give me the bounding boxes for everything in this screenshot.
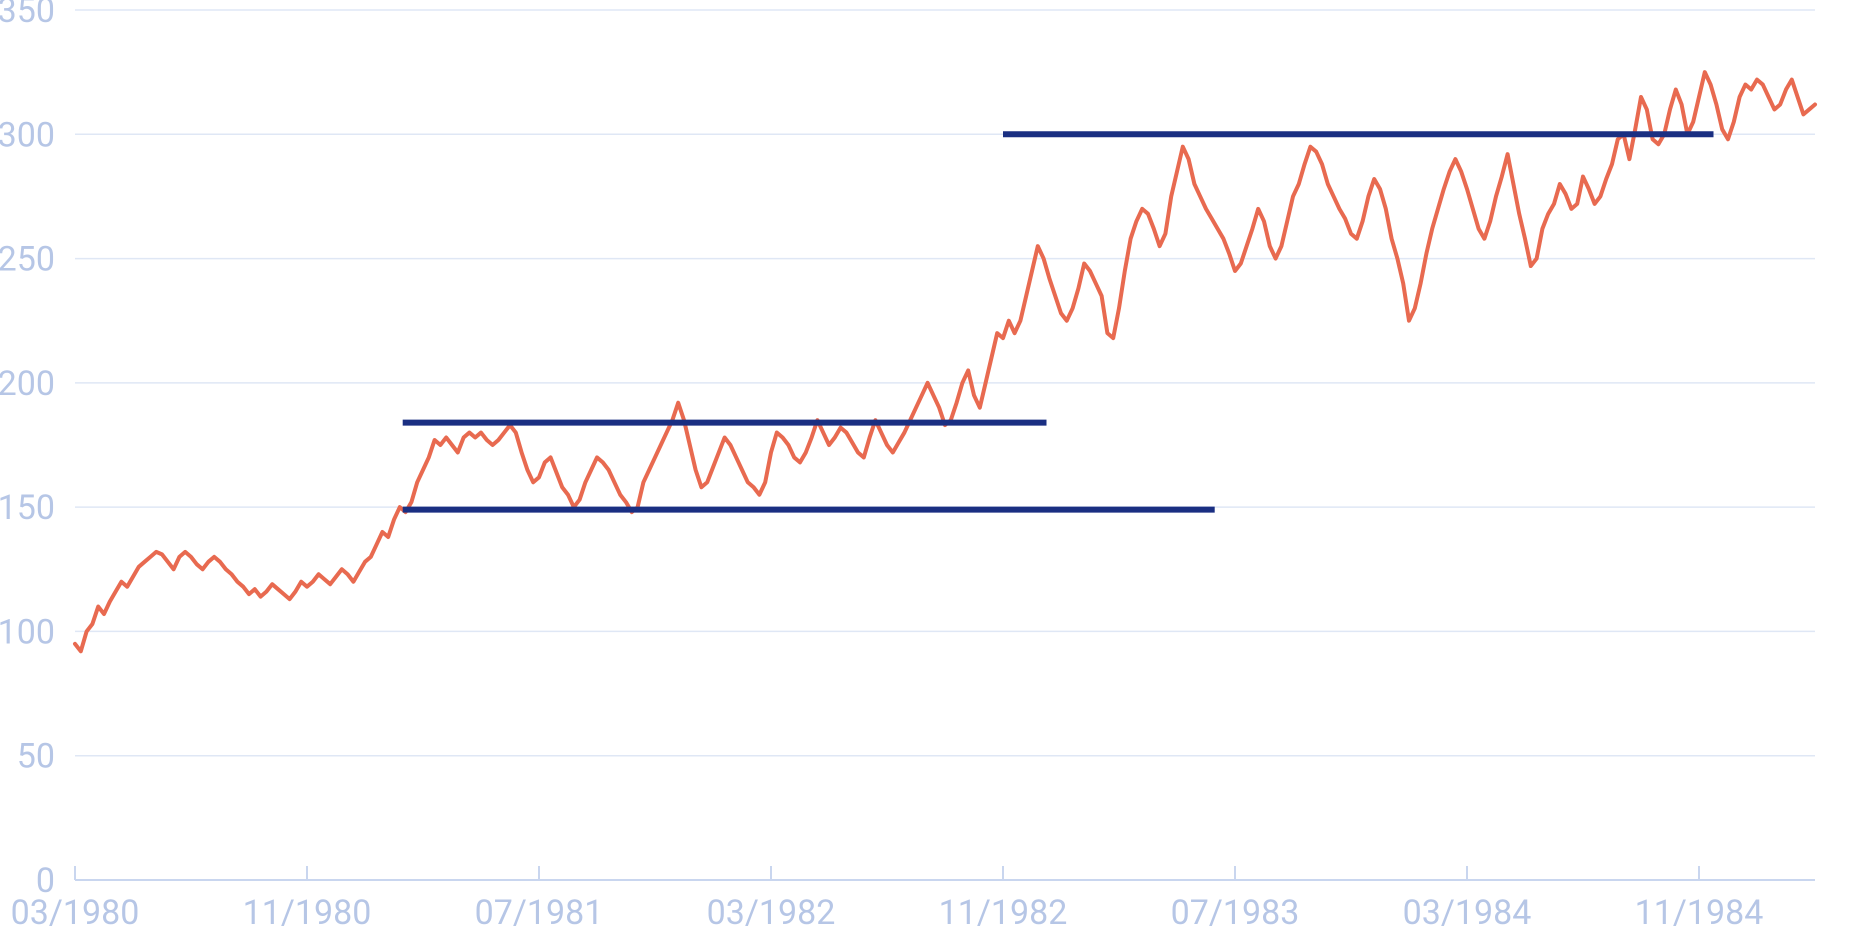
x-tick-label: 11/1984 <box>1635 893 1764 931</box>
y-tick-label: 150 <box>0 488 55 528</box>
x-tick-label: 07/1983 <box>1171 893 1300 931</box>
x-tick-label: 07/1981 <box>475 893 604 931</box>
x-tick-label: 11/1982 <box>939 893 1068 931</box>
price-line <box>75 72 1815 651</box>
y-tick-label: 100 <box>0 612 55 652</box>
y-tick-label: 300 <box>0 115 55 155</box>
chart-svg: 050100150200250300350 03/198011/198007/1… <box>0 0 1855 931</box>
y-axis: 050100150200250300350 <box>0 0 55 901</box>
price-chart: 050100150200250300350 03/198011/198007/1… <box>0 0 1855 931</box>
support-resistance-lines <box>403 134 1714 509</box>
x-tick-label: 03/1984 <box>1403 893 1532 931</box>
x-tick-label: 03/1982 <box>707 893 836 931</box>
x-axis: 03/1980 11/1980 07/1981 03/1982 11/1982 07/19… <box>11 866 1815 931</box>
y-tick-label: 250 <box>0 240 55 280</box>
y-tick-label: 50 <box>17 737 55 777</box>
y-tick-label: 200 <box>0 364 55 404</box>
price-series <box>75 72 1815 651</box>
grid <box>75 10 1815 756</box>
y-tick-label: 350 <box>0 0 55 31</box>
x-tick-label: 11/1980 <box>243 893 372 931</box>
x-tick-label: 03/1980 <box>11 893 140 931</box>
